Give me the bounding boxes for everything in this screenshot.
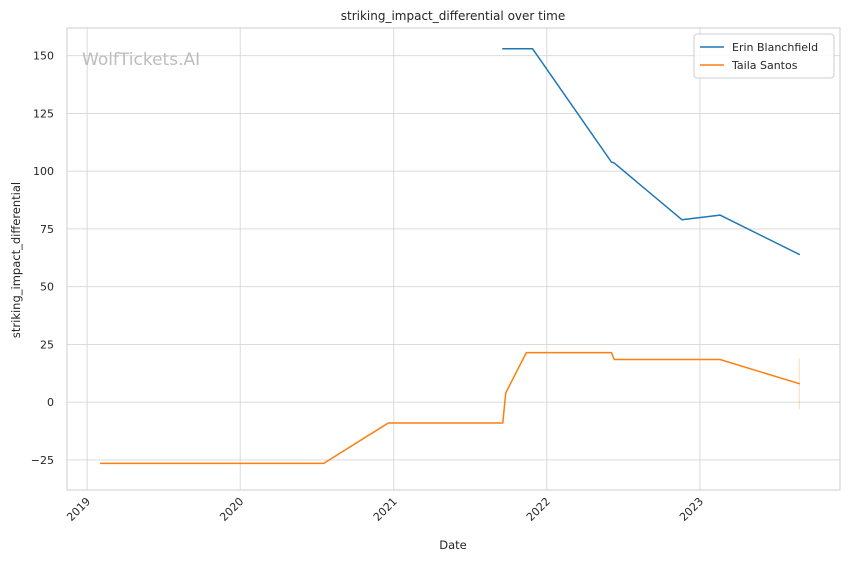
legend-label: Erin Blanchfield (732, 41, 818, 54)
x-axis-label: Date (439, 538, 467, 552)
legend: Erin Blanchfield Taila Santos (693, 33, 835, 79)
legend-label: Taila Santos (731, 59, 798, 72)
grid-lines (67, 28, 840, 490)
y-axis: −25 0 25 50 75 100 125 150 (31, 50, 54, 467)
y-tick-label: 125 (33, 107, 54, 120)
series-line (99, 351, 801, 465)
y-tick-label: 25 (40, 338, 54, 351)
chart-title: striking_impact_differential over time (341, 9, 566, 23)
y-tick-label: 150 (33, 50, 54, 63)
y-tick-label: −25 (31, 454, 54, 467)
watermark: WolfTickets.AI (82, 50, 200, 70)
series-line (502, 48, 801, 256)
plot-area (66, 27, 841, 491)
y-tick-label: 75 (40, 223, 54, 236)
y-axis-label: striking_impact_differential (9, 182, 23, 338)
y-tick-label: 0 (47, 396, 54, 409)
legend-box (693, 33, 835, 79)
plot-border (66, 27, 841, 491)
series-layer (99, 48, 801, 465)
y-tick-label: 100 (33, 165, 54, 178)
y-tick-label: 50 (40, 281, 54, 294)
